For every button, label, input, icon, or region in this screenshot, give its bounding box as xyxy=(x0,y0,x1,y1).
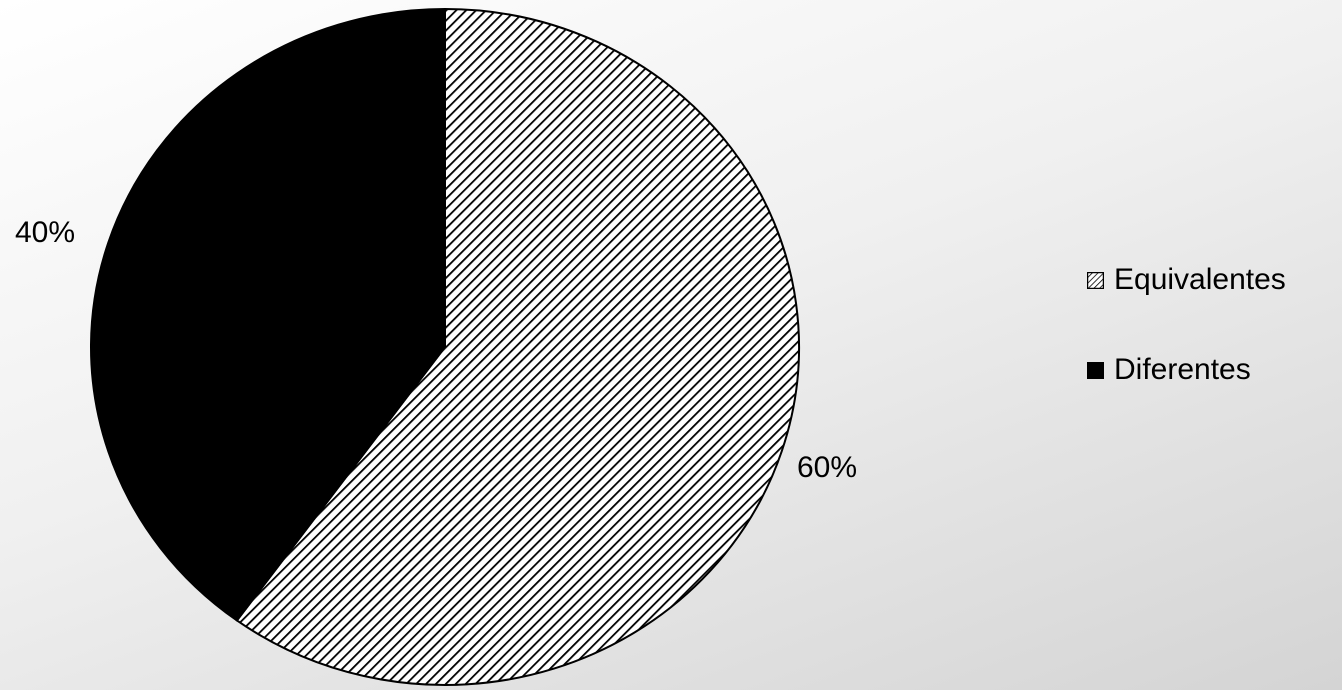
pie-slice-equivalentes xyxy=(235,7,800,686)
solid-swatch-icon xyxy=(1087,361,1104,379)
hatched-swatch-icon xyxy=(1087,271,1104,289)
legend-item-diferentes: Diferentes xyxy=(1087,352,1286,388)
legend-label-diferentes: Diferentes xyxy=(1114,353,1251,386)
slice-label-diferentes: 40% xyxy=(15,216,76,249)
legend-label-equivalentes: Equivalentes xyxy=(1114,263,1286,296)
pie-slice-diferentes xyxy=(90,7,446,622)
chart-legend: Equivalentes Diferentes xyxy=(1087,262,1286,442)
slice-label-equivalentes: 60% xyxy=(797,451,858,484)
legend-item-equivalentes: Equivalentes xyxy=(1087,262,1286,298)
